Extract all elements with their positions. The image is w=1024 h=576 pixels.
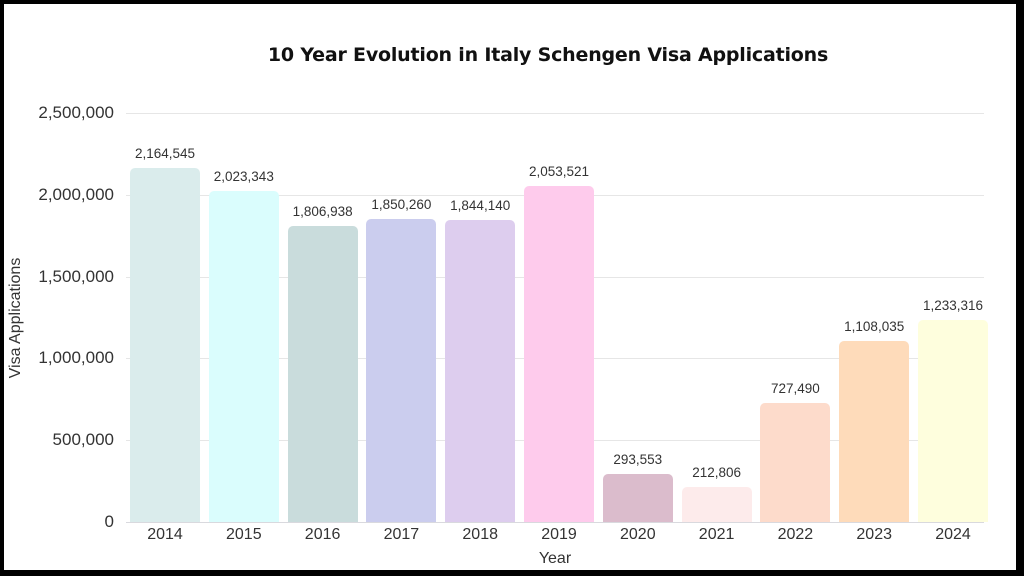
bar-value-label: 2,053,521 xyxy=(528,164,590,180)
x-tick-label: 2015 xyxy=(226,526,262,543)
x-tick-label: 2022 xyxy=(777,526,814,543)
bar-2023 xyxy=(839,340,910,522)
x-tick-label: 2018 xyxy=(462,526,498,543)
bar-value-label: 293,553 xyxy=(613,451,663,467)
chart-title: 10 Year Evolution in Italy Schengen Visa… xyxy=(267,44,829,66)
x-axis-label: Year xyxy=(538,550,572,567)
x-tick-label: 2020 xyxy=(620,526,656,543)
bar-2020 xyxy=(602,473,673,522)
y-tick-label: 0 xyxy=(104,512,114,531)
bar-2019 xyxy=(524,186,594,522)
bar-value-label: 1,844,140 xyxy=(450,198,511,214)
y-tick-label: 2,500,000 xyxy=(38,103,114,122)
bar-value-label: 1,108,035 xyxy=(844,318,905,334)
y-tick-label: 500,000 xyxy=(52,430,114,450)
y-tick-label: 1,500,000 xyxy=(38,266,114,286)
bar-value-label: 2,164,545 xyxy=(134,145,196,161)
bar-2022 xyxy=(760,402,831,522)
gridline xyxy=(126,113,984,114)
x-axis-line xyxy=(126,522,984,523)
bar-2016 xyxy=(287,226,358,522)
x-tick-label: 2021 xyxy=(698,526,735,543)
x-tick-label: 2014 xyxy=(147,526,183,543)
bar-2021 xyxy=(681,487,752,522)
bar-value-label: 2,023,343 xyxy=(213,168,274,184)
bar-value-label: 1,233,316 xyxy=(922,298,984,314)
bar-value-label: 212,806 xyxy=(692,465,741,481)
x-tick-label: 2017 xyxy=(383,526,420,543)
y-tick-label: 2,000,000 xyxy=(38,184,114,204)
bar-2018 xyxy=(445,220,516,522)
bar-value-label: 1,806,938 xyxy=(292,204,353,220)
x-tick-label: 2023 xyxy=(856,526,892,543)
bar-2017 xyxy=(366,219,437,522)
y-tick-label: 1,000,000 xyxy=(38,348,114,368)
bar-value-label: 1,850,260 xyxy=(371,197,432,213)
x-tick-label: 2024 xyxy=(935,526,971,543)
bar-value-label: 727,490 xyxy=(770,380,820,396)
bar-2015 xyxy=(208,190,279,522)
bar-2014 xyxy=(130,167,200,522)
x-tick-label: 2016 xyxy=(304,526,341,543)
bar-2024 xyxy=(918,320,988,522)
x-tick-label: 2019 xyxy=(541,526,577,543)
